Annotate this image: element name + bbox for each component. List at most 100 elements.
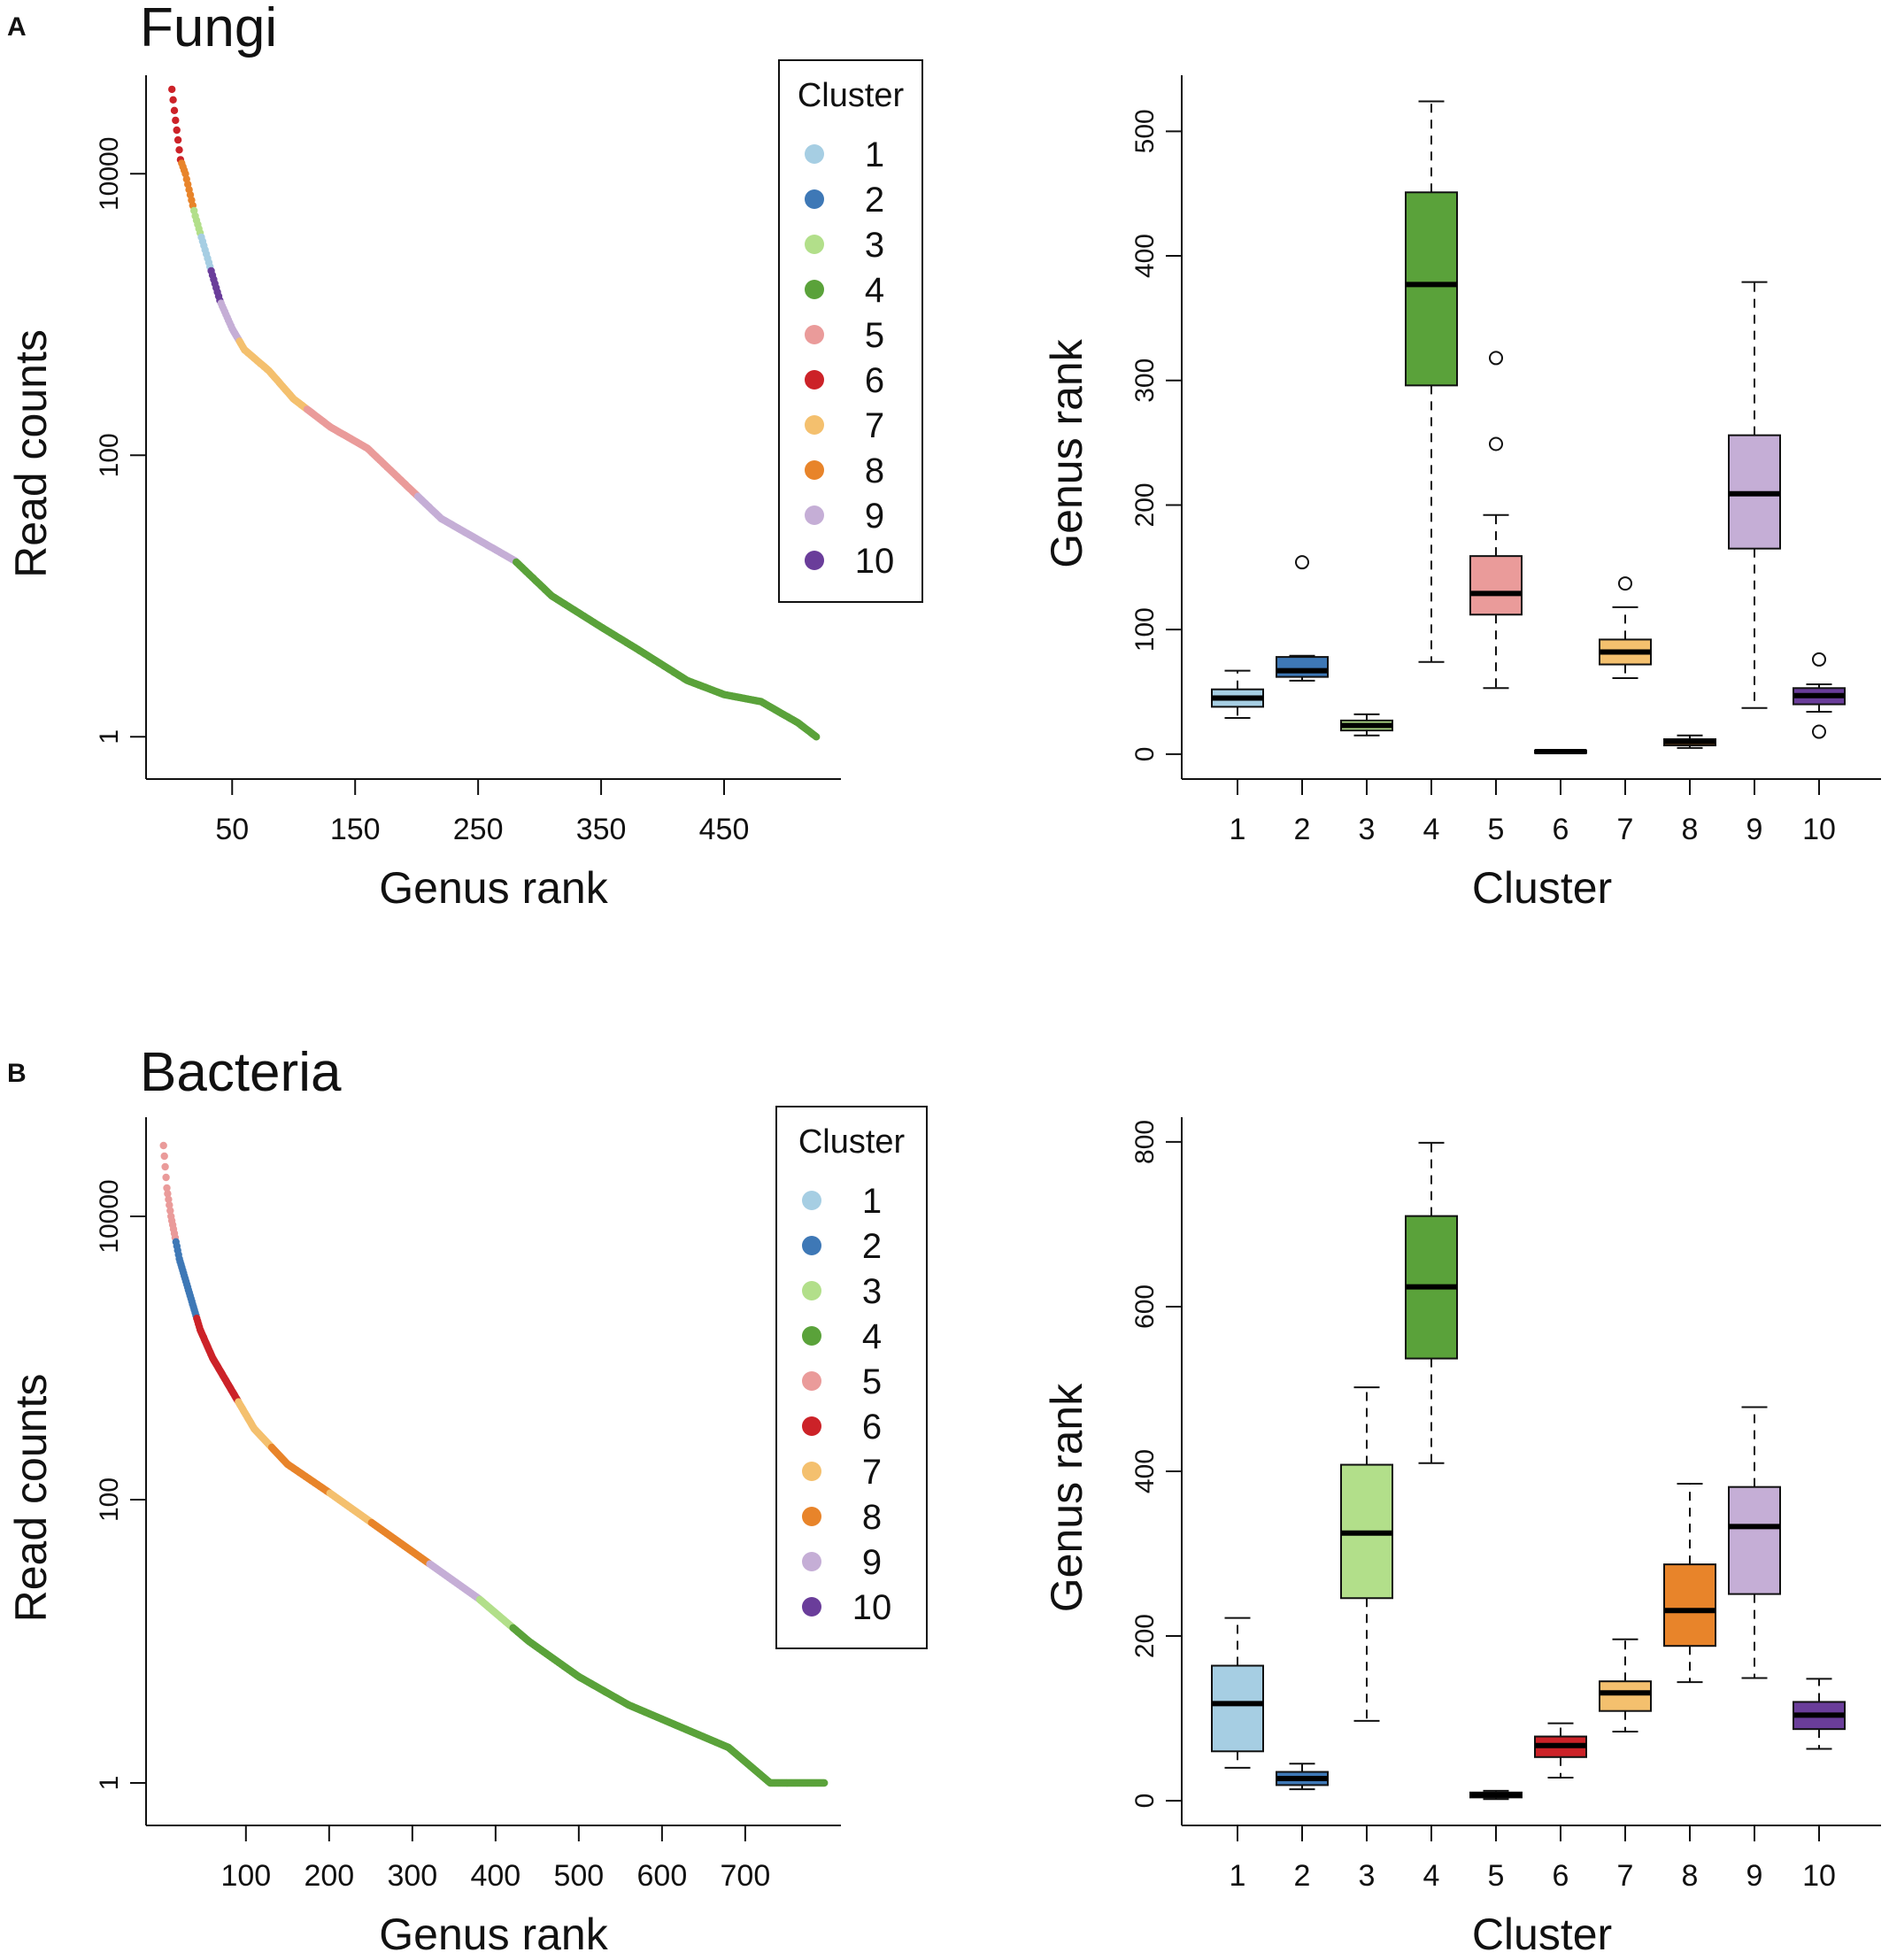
x-tick-label: 10 bbox=[1802, 813, 1836, 846]
x-tick-label: 450 bbox=[699, 813, 750, 846]
x-tick-label: 3 bbox=[1359, 813, 1376, 846]
data-point bbox=[165, 1195, 173, 1204]
x-tick-label: 8 bbox=[1682, 813, 1699, 846]
x-tick-label: 4 bbox=[1423, 1859, 1440, 1893]
legend-swatch bbox=[802, 1552, 821, 1571]
y-tick-label: 0 bbox=[1130, 1794, 1160, 1809]
x-tick-label: 200 bbox=[304, 1859, 354, 1893]
y-tick-label: 400 bbox=[1130, 1449, 1160, 1493]
x-tick-label: 700 bbox=[721, 1859, 771, 1893]
legend-swatch bbox=[802, 1326, 821, 1346]
box-cluster-10: 10 bbox=[1793, 1678, 1846, 1893]
x-tick-label: 500 bbox=[553, 1859, 604, 1893]
legend-swatch bbox=[805, 505, 824, 525]
y-tick-label: 500 bbox=[1130, 109, 1160, 153]
x-tick-label: 7 bbox=[1617, 1859, 1634, 1893]
legend-entry-label: 4 bbox=[862, 1317, 882, 1356]
x-axis-label: Cluster bbox=[1472, 1910, 1612, 1959]
legend-swatch bbox=[805, 415, 824, 435]
box-cluster-2: 2 bbox=[1276, 555, 1329, 846]
y-tick-label: 100 bbox=[95, 433, 124, 477]
data-point bbox=[160, 1152, 168, 1161]
y-tick-label: 10000 bbox=[95, 1179, 124, 1253]
legend-swatch bbox=[802, 1507, 821, 1526]
x-tick-label: 600 bbox=[637, 1859, 688, 1893]
box-cluster-5: 5 bbox=[1469, 351, 1523, 846]
legend-swatch bbox=[805, 370, 824, 390]
y-tick-label: 400 bbox=[1130, 234, 1160, 278]
y-axis-label: Read counts bbox=[6, 329, 56, 578]
box-cluster-6: 6 bbox=[1534, 749, 1587, 846]
legend-entry-label: 8 bbox=[862, 1498, 882, 1537]
data-point bbox=[169, 96, 177, 104]
y-tick-label: 1 bbox=[95, 729, 124, 745]
legend-swatch bbox=[802, 1597, 821, 1617]
legend-entry-label: 3 bbox=[865, 226, 884, 265]
data-point bbox=[170, 106, 179, 114]
data-point bbox=[813, 733, 821, 741]
legend-swatch bbox=[802, 1371, 821, 1391]
iqr-box bbox=[1469, 555, 1523, 616]
y-tick-label: 10000 bbox=[95, 137, 124, 211]
outlier-point bbox=[1618, 576, 1632, 591]
rank-plot-bacteria: 100 200 300 400 500 600 700 1 100 10000 Genus rank… bbox=[6, 1106, 928, 1959]
panel-title-fungi: Fungi bbox=[140, 0, 277, 58]
legend-box bbox=[778, 59, 923, 603]
legend-entry-label: 6 bbox=[862, 1408, 882, 1447]
legend-entry-label: 5 bbox=[865, 316, 884, 355]
y-tick-label: 600 bbox=[1130, 1285, 1160, 1329]
x-tick-label: 300 bbox=[387, 1859, 437, 1893]
legend-swatch bbox=[805, 144, 824, 164]
box-cluster-4: 4 bbox=[1405, 1141, 1458, 1893]
data-point bbox=[173, 126, 181, 135]
legend-entry-label: 10 bbox=[855, 542, 895, 581]
outlier-point bbox=[1489, 351, 1503, 366]
legend-entry-label: 6 bbox=[865, 361, 884, 400]
box-cluster-1: 1 bbox=[1211, 1617, 1264, 1893]
x-axis-label: Cluster bbox=[1472, 863, 1612, 913]
outlier-point bbox=[1812, 724, 1826, 739]
data-point bbox=[164, 1190, 172, 1198]
x-tick-label: 150 bbox=[330, 813, 381, 846]
legend-swatch bbox=[802, 1462, 821, 1481]
legend-entry-label: 10 bbox=[852, 1588, 892, 1627]
legend-title: Cluster bbox=[798, 1123, 906, 1161]
panel-title-bacteria: Bacteria bbox=[140, 1042, 342, 1103]
legend-entry-label: 8 bbox=[865, 451, 884, 490]
data-point bbox=[162, 1173, 170, 1182]
box-cluster-4: 4 bbox=[1405, 100, 1458, 846]
y-tick-label: 0 bbox=[1130, 747, 1160, 762]
x-tick-label: 4 bbox=[1423, 813, 1440, 846]
legend-box bbox=[775, 1106, 928, 1649]
y-tick-label: 1 bbox=[95, 1776, 124, 1791]
legend-entry-label: 3 bbox=[862, 1272, 882, 1311]
data-point bbox=[175, 146, 183, 154]
y-tick-label: 800 bbox=[1130, 1120, 1160, 1164]
y-axis-label: Read counts bbox=[6, 1374, 56, 1623]
legend-entry-label: 5 bbox=[862, 1362, 882, 1401]
x-tick-label: 50 bbox=[215, 813, 249, 846]
data-point bbox=[173, 135, 182, 144]
x-tick-label: 350 bbox=[576, 813, 627, 846]
x-axis-label: Genus rank bbox=[379, 1910, 608, 1959]
box-plot-fungi: 0 100 200 300 400 500 Cluster Genus rank 1 2 3 4 5 6 7… bbox=[1042, 75, 1881, 913]
legend-swatch bbox=[802, 1191, 821, 1210]
legend-swatch bbox=[805, 551, 824, 570]
legend-entry-label: 2 bbox=[862, 1227, 882, 1266]
iqr-box bbox=[1276, 656, 1329, 678]
x-tick-label: 6 bbox=[1553, 813, 1569, 846]
legend: Cluster 1 2 3 4 5 6 7 8 9 10 bbox=[778, 59, 923, 603]
x-axis-label: Genus rank bbox=[379, 863, 608, 913]
box-cluster-6: 6 bbox=[1534, 1722, 1587, 1893]
data-point bbox=[163, 1184, 171, 1192]
legend-swatch bbox=[805, 325, 824, 344]
legend-entry-label: 4 bbox=[865, 271, 884, 310]
legend-entry-label: 1 bbox=[862, 1182, 882, 1221]
y-tick-label: 300 bbox=[1130, 359, 1160, 403]
legend-entry-label: 1 bbox=[865, 135, 884, 174]
y-tick-label: 100 bbox=[95, 1478, 124, 1522]
legend-swatch bbox=[805, 235, 824, 254]
x-tick-label: 3 bbox=[1359, 1859, 1376, 1893]
x-tick-label: 400 bbox=[470, 1859, 520, 1893]
